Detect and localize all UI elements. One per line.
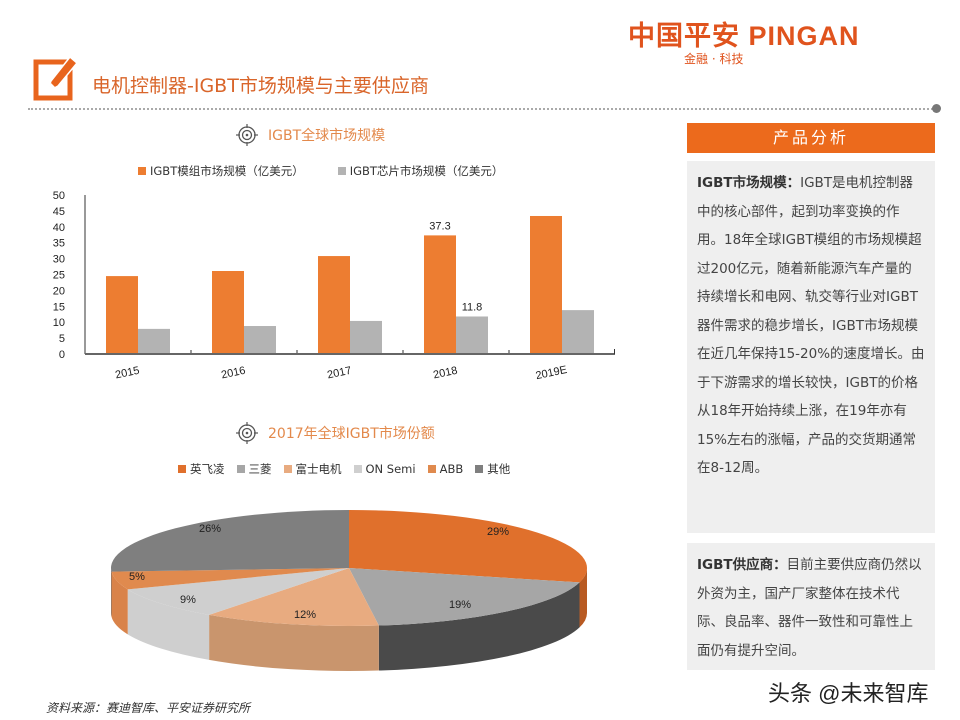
target-icon <box>236 124 258 146</box>
pie-value-label: 19% <box>449 599 471 611</box>
legend-label: ON Semi <box>365 462 416 476</box>
bar <box>138 328 170 354</box>
legend-swatch <box>427 465 436 473</box>
y-tick-label: 25 <box>53 270 65 282</box>
pie-slice-side <box>209 614 379 671</box>
x-tick-label: 2017 <box>326 365 352 382</box>
legend-label: 富士电机 <box>295 462 342 476</box>
panel-header: 产品分析 <box>687 123 935 153</box>
bar <box>244 326 276 354</box>
bar-section-title: IGBT全球市场规模 <box>236 124 385 146</box>
legend-item-chip: IGBT芯片市场规模（亿美元） <box>337 163 504 179</box>
panel-box-suppliers-heading: IGBT供应商： <box>697 557 787 573</box>
legend-label: 其他 <box>487 462 511 476</box>
pie-legend: 英飞凌 三菱 富士电机 ON Semi ABB 其他 <box>178 461 510 477</box>
bar <box>562 310 594 354</box>
y-tick-label: 35 <box>53 238 65 250</box>
pie-slice-side <box>378 582 580 671</box>
pie-slice <box>111 510 349 572</box>
panel-box-market-size: IGBT市场规模：IGBT是电机控制器中的核心部件，起到功率变换的作用。18年全… <box>687 161 935 533</box>
pie-chart-3d: 29% 19% 12% 9% 5% 26% <box>111 510 587 671</box>
pie-slice <box>127 568 349 615</box>
y-tick-label: 15 <box>53 301 65 313</box>
y-tick-label: 45 <box>53 206 65 218</box>
legend-item: 其他 <box>475 461 510 477</box>
bar <box>350 320 382 354</box>
legend-swatch <box>353 465 362 473</box>
bar-section-title-text: IGBT全球市场规模 <box>268 128 386 144</box>
edit-pencil-icon <box>33 55 79 101</box>
x-tick-label: 2015 <box>114 365 140 382</box>
pie-slice-side <box>111 571 128 635</box>
legend-label: IGBT模组市场规模（亿美元） <box>150 164 304 178</box>
legend-label: ABB <box>439 462 464 476</box>
data-label: 11.8 <box>462 301 483 313</box>
legend-label: IGBT芯片市场规模（亿美元） <box>349 164 504 178</box>
panel-box-market-size-heading: IGBT市场规模： <box>697 175 801 191</box>
watermark: 头条 @未来智库 <box>768 681 929 706</box>
legend-swatch <box>337 167 346 175</box>
logo-sub-text: 金融 · 科技 <box>684 52 744 66</box>
data-label: 37.3 <box>429 220 450 232</box>
title-divider <box>28 108 936 110</box>
page-title: 电机控制器-IGBT市场规模与主要供应商 <box>92 75 429 97</box>
bar <box>106 276 138 354</box>
legend-item-module: IGBT模组市场规模（亿美元） <box>138 163 304 179</box>
y-tick-label: 10 <box>53 317 65 329</box>
panel-box-suppliers-text: 目前主要供应商仍然以外资为主，国产厂家整体在技术代际、良品率、器件一致性和可靠性… <box>697 557 922 659</box>
y-tick-label: 30 <box>53 254 65 266</box>
legend-label: 三菱 <box>248 462 272 476</box>
y-tick-label: 0 <box>59 349 65 361</box>
panel-box-market-size-text: IGBT是电机控制器中的核心部件，起到功率变换的作用。18年全球IGBT模组的市… <box>697 175 925 476</box>
pie-slice <box>349 510 587 583</box>
bar <box>456 316 488 354</box>
bar <box>212 271 244 354</box>
x-tick-label: 2019E <box>535 364 569 382</box>
logo-main-text: 中国平安 PINGAN <box>628 21 860 51</box>
legend-swatch <box>138 167 146 175</box>
pie-slice <box>111 568 349 590</box>
pie-section-title: 2017年全球IGBT市场份额 <box>236 422 435 444</box>
y-tick-label: 20 <box>53 285 65 297</box>
bar <box>318 256 350 354</box>
legend-swatch <box>236 465 245 473</box>
y-tick-label: 5 <box>59 333 65 345</box>
legend-item: 三菱 <box>236 461 272 477</box>
legend-item: ABB <box>427 461 464 477</box>
pie-slice-side <box>127 589 210 660</box>
bar <box>424 235 456 354</box>
y-tick-label: 50 <box>53 190 65 202</box>
legend-item: 英飞凌 <box>178 461 225 477</box>
bar-chart: 0 5 10 15 20 25 30 35 40 45 50 2015 2016 2017 2018 2019… <box>53 190 615 382</box>
target-icon <box>236 422 258 444</box>
x-tick-label: 2016 <box>220 365 246 382</box>
x-tick-label: 2018 <box>432 365 458 382</box>
pie-value-label: 26% <box>199 523 221 535</box>
legend-swatch <box>178 465 186 473</box>
pie-slice-side <box>579 568 587 628</box>
pingan-logo: 中国平安 PINGAN 金融 · 科技 <box>628 14 908 66</box>
pie-value-label: 9% <box>180 594 196 606</box>
panel-box-suppliers: IGBT供应商：目前主要供应商仍然以外资为主，国产厂家整体在技术代际、良品率、器… <box>687 543 935 670</box>
bar <box>530 215 562 354</box>
legend-label: 英飞凌 <box>190 462 225 476</box>
y-tick-label: 40 <box>53 222 65 234</box>
bar-legend: IGBT模组市场规模（亿美元） IGBT芯片市场规模（亿美元） <box>138 163 503 179</box>
legend-swatch <box>475 465 484 473</box>
source-note: 资料来源：赛迪智库、平安证券研究所 <box>46 701 251 715</box>
pie-slice <box>209 568 379 626</box>
pie-value-label: 5% <box>129 571 145 583</box>
legend-swatch <box>283 465 292 473</box>
pie-section-title-text: 2017年全球IGBT市场份额 <box>268 426 435 442</box>
legend-item: ON Semi <box>353 461 416 477</box>
pie-slice <box>349 568 580 626</box>
pie-value-label: 29% <box>487 526 509 538</box>
legend-item: 富士电机 <box>283 461 342 477</box>
pie-value-label: 12% <box>294 609 316 621</box>
divider-dot <box>932 104 941 113</box>
